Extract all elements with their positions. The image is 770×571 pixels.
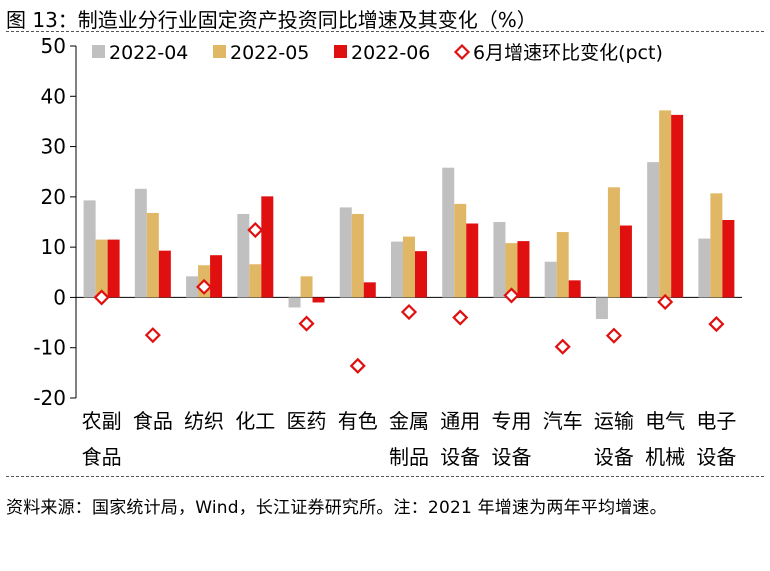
marker-pct-change (708, 316, 725, 333)
bar-2022-06 (158, 250, 171, 298)
bar-2022-06 (312, 297, 325, 303)
bar-2022-06 (466, 223, 479, 298)
x-category-label: 通用 (440, 409, 480, 433)
bar-2022-04 (544, 261, 557, 298)
bar-2022-06 (671, 114, 684, 298)
x-category-label: 医药 (287, 409, 327, 433)
x-category-label: 电子 (696, 409, 736, 433)
bar-2022-04 (647, 162, 660, 298)
x-category-label: 有色 (338, 409, 378, 433)
marker-pct-change (503, 287, 520, 304)
marker-pct-change (196, 278, 213, 295)
legend-swatch (213, 45, 226, 58)
bar-2022-04 (493, 222, 506, 298)
bar-2022-04 (288, 297, 301, 308)
x-category-label: 化工 (235, 409, 275, 433)
bar-2022-05 (607, 187, 620, 298)
bar-2022-04 (698, 238, 711, 298)
legend-swatch (453, 43, 471, 61)
bar-2022-04 (595, 297, 608, 320)
x-category-label: 设备 (491, 445, 531, 469)
bar-2022-05 (659, 110, 672, 298)
bar-2022-06 (210, 255, 223, 298)
bar-2022-06 (261, 196, 274, 298)
y-tick-label: -20 (33, 386, 66, 410)
bar-2022-05 (454, 203, 467, 298)
top-divider (6, 31, 764, 32)
x-category-label: 食品 (82, 445, 122, 469)
legend-label: 2022-06 (351, 42, 430, 64)
marker-pct-change (605, 327, 622, 344)
x-category-label: 设备 (594, 445, 634, 469)
chart-bars (83, 110, 735, 320)
legend-swatch (92, 45, 105, 58)
marker-pct-change (93, 289, 110, 306)
bottom-divider (6, 476, 764, 477)
marker-pct-change (298, 315, 315, 332)
x-category-label: 汽车 (543, 409, 583, 433)
x-category-label: 电气 (645, 409, 685, 433)
marker-pct-change (657, 293, 674, 311)
bar-2022-05 (505, 243, 518, 298)
bar-2022-05 (249, 264, 262, 298)
x-category-label: 设备 (696, 445, 736, 469)
x-category-label: 金属 (389, 409, 429, 433)
bar-2022-04 (391, 241, 403, 298)
y-tick-label: 50 (41, 34, 66, 58)
bar-2022-04 (442, 167, 455, 298)
x-category-label: 运输 (594, 409, 634, 433)
y-tick-label: 20 (41, 185, 66, 209)
y-tick-label: -10 (33, 336, 66, 360)
bar-2022-04 (237, 213, 250, 298)
bar-2022-05 (351, 213, 364, 298)
legend-label: 2022-05 (230, 42, 309, 64)
x-category-label: 制品 (389, 445, 429, 469)
marker-pct-change (452, 309, 469, 326)
x-category-label: 专用 (491, 409, 531, 433)
y-tick-label: 10 (41, 235, 66, 259)
bar-2022-04 (339, 207, 352, 298)
marker-pct-change (554, 338, 571, 355)
x-category-label: 机械 (645, 445, 685, 469)
y-tick-label: 40 (41, 84, 66, 108)
bar-2022-06 (722, 219, 735, 298)
marker-pct-change (349, 357, 366, 374)
x-category-label: 食品 (133, 409, 173, 433)
y-tick-label: 0 (53, 285, 66, 309)
marker-pct-change (247, 221, 264, 239)
bar-2022-06 (568, 280, 581, 298)
bar-2022-04 (83, 200, 96, 298)
x-category-label: 设备 (440, 445, 480, 469)
marker-pct-change (144, 327, 161, 344)
bar-2022-05 (710, 193, 723, 298)
marker-pct-change (400, 303, 418, 321)
y-tick-label: 30 (41, 135, 66, 159)
bar-2022-05 (556, 232, 569, 298)
bar-2022-05 (403, 236, 415, 298)
legend-label: 6月增速环比变化(pct) (473, 42, 663, 64)
chart-legend: 2022-04 2022-05 2022-06 6月增速环比变化(pct) (92, 42, 663, 64)
bar-2022-06 (415, 251, 427, 298)
bar-2022-06 (107, 239, 120, 298)
bar-2022-06 (363, 282, 376, 298)
legend-swatch (334, 45, 347, 58)
figure-title: 图 13：制造业分行业固定资产投资同比增速及其变化（%） (6, 8, 537, 32)
bar-2022-05 (95, 239, 108, 298)
x-category-label: 纺织 (184, 409, 224, 433)
chart-markers (93, 221, 725, 374)
bar-2022-06 (517, 241, 530, 298)
bar-2022-05 (300, 276, 313, 298)
bar-2022-05 (146, 212, 159, 298)
legend-label: 2022-04 (109, 42, 188, 64)
x-category-label: 农副 (82, 409, 122, 433)
bar-2022-04 (134, 188, 147, 298)
bar-2022-06 (619, 225, 632, 298)
source-note: 资料来源：国家统计局，Wind，长江证券研究所。注：2021 年增速为两年平均增… (6, 498, 667, 518)
bar-2022-04 (186, 276, 199, 298)
